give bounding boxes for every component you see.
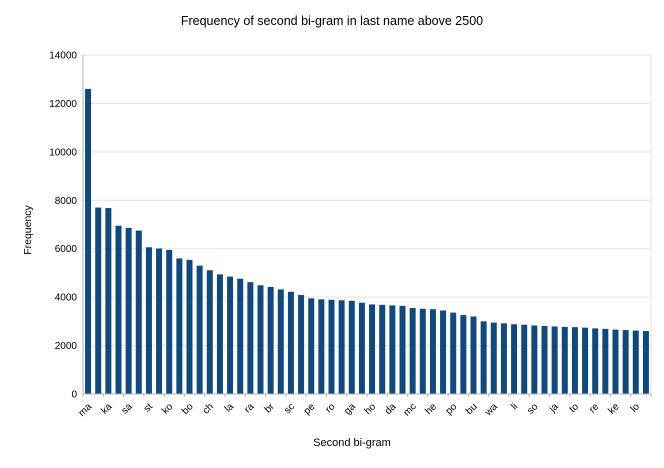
bar bbox=[328, 299, 335, 394]
bar bbox=[622, 330, 629, 394]
x-tick-label: ho bbox=[363, 401, 379, 417]
bar bbox=[196, 265, 203, 394]
x-tick-label: li bbox=[509, 401, 520, 412]
x-tick-label: ja bbox=[547, 401, 561, 415]
x-tick-label: br bbox=[263, 401, 278, 416]
bar bbox=[612, 329, 619, 394]
bar bbox=[632, 330, 639, 394]
bar bbox=[308, 298, 315, 394]
bar bbox=[582, 327, 589, 394]
bar bbox=[176, 258, 183, 394]
x-tick-label: bu bbox=[464, 401, 480, 417]
x-tick-label: mc bbox=[402, 401, 419, 418]
bar bbox=[145, 247, 152, 394]
bar bbox=[298, 294, 305, 394]
bar bbox=[602, 328, 609, 394]
bar bbox=[287, 291, 294, 394]
bar bbox=[85, 88, 92, 395]
x-tick-label: ke bbox=[606, 401, 622, 417]
x-tick-label: da bbox=[383, 401, 399, 417]
x-tick-label: re bbox=[587, 401, 601, 415]
x-tick-label: st bbox=[142, 401, 155, 414]
bar bbox=[551, 326, 558, 394]
bar bbox=[338, 300, 345, 394]
bar bbox=[531, 325, 538, 394]
bar bbox=[105, 208, 112, 394]
bar bbox=[358, 302, 365, 394]
bar bbox=[135, 230, 142, 394]
bar bbox=[480, 321, 487, 394]
bar bbox=[369, 304, 376, 394]
bar bbox=[237, 278, 244, 394]
bar bbox=[429, 309, 436, 394]
bar bbox=[521, 324, 528, 394]
chart-title: Frequency of second bi-gram in last name… bbox=[180, 14, 484, 28]
bar bbox=[409, 308, 416, 394]
x-tick-label: la bbox=[223, 401, 237, 415]
x-tick-label: ka bbox=[99, 401, 115, 417]
x-tick-label: wa bbox=[482, 401, 500, 419]
bar bbox=[156, 248, 163, 394]
bar bbox=[500, 323, 507, 394]
x-tick-label: bo bbox=[180, 401, 196, 417]
x-tick-label: sc bbox=[282, 401, 297, 416]
x-axis-title: Second bi-gram bbox=[313, 437, 391, 449]
x-tick-label: po bbox=[444, 401, 460, 417]
bar bbox=[379, 304, 386, 394]
x-tick-label: ra bbox=[242, 401, 256, 415]
bar bbox=[318, 299, 325, 394]
bar bbox=[389, 305, 396, 394]
x-tick-label: ch bbox=[201, 401, 216, 416]
bar bbox=[419, 308, 426, 394]
bar bbox=[460, 315, 467, 394]
bar bbox=[227, 276, 234, 394]
x-tick-label: ga bbox=[342, 401, 358, 417]
bar bbox=[186, 259, 193, 394]
y-tick-label: 8000 bbox=[55, 196, 78, 207]
y-axis-title: Frequency bbox=[22, 205, 34, 255]
bar bbox=[571, 327, 578, 394]
bar bbox=[511, 324, 518, 394]
bar bbox=[216, 274, 223, 394]
bar bbox=[206, 270, 213, 394]
x-tick-label: ma bbox=[77, 401, 95, 419]
bar bbox=[440, 310, 447, 394]
bar bbox=[470, 316, 477, 394]
y-tick-label: 12000 bbox=[49, 99, 77, 110]
x-tick-label: he bbox=[423, 401, 439, 417]
bar bbox=[257, 285, 264, 394]
bar bbox=[247, 282, 254, 394]
bar bbox=[267, 286, 274, 394]
x-tick-label: to bbox=[567, 401, 581, 415]
y-tick-label: 0 bbox=[71, 390, 77, 401]
x-tick-label: pe bbox=[302, 401, 318, 417]
bar bbox=[490, 322, 497, 394]
x-tick-label: ko bbox=[160, 401, 176, 417]
bar bbox=[642, 331, 649, 394]
bar bbox=[399, 305, 406, 394]
y-tick-label: 14000 bbox=[49, 51, 77, 62]
bar bbox=[592, 328, 599, 394]
y-tick-label: 4000 bbox=[55, 293, 78, 304]
y-tick-label: 6000 bbox=[55, 244, 78, 255]
x-tick-label: sa bbox=[120, 401, 136, 417]
x-tick-label: so bbox=[525, 401, 541, 417]
bar bbox=[125, 227, 132, 394]
bar bbox=[277, 289, 284, 394]
bar bbox=[115, 225, 122, 394]
y-tick-label: 10000 bbox=[49, 147, 77, 158]
bar bbox=[541, 325, 548, 394]
bar bbox=[166, 249, 173, 394]
bar bbox=[561, 326, 568, 394]
x-tick-label: ro bbox=[324, 401, 338, 415]
x-tick-label: lo bbox=[629, 401, 643, 415]
y-tick-label: 2000 bbox=[55, 341, 78, 352]
bar bbox=[95, 207, 102, 394]
bar bbox=[450, 312, 457, 394]
bar bbox=[348, 300, 355, 394]
